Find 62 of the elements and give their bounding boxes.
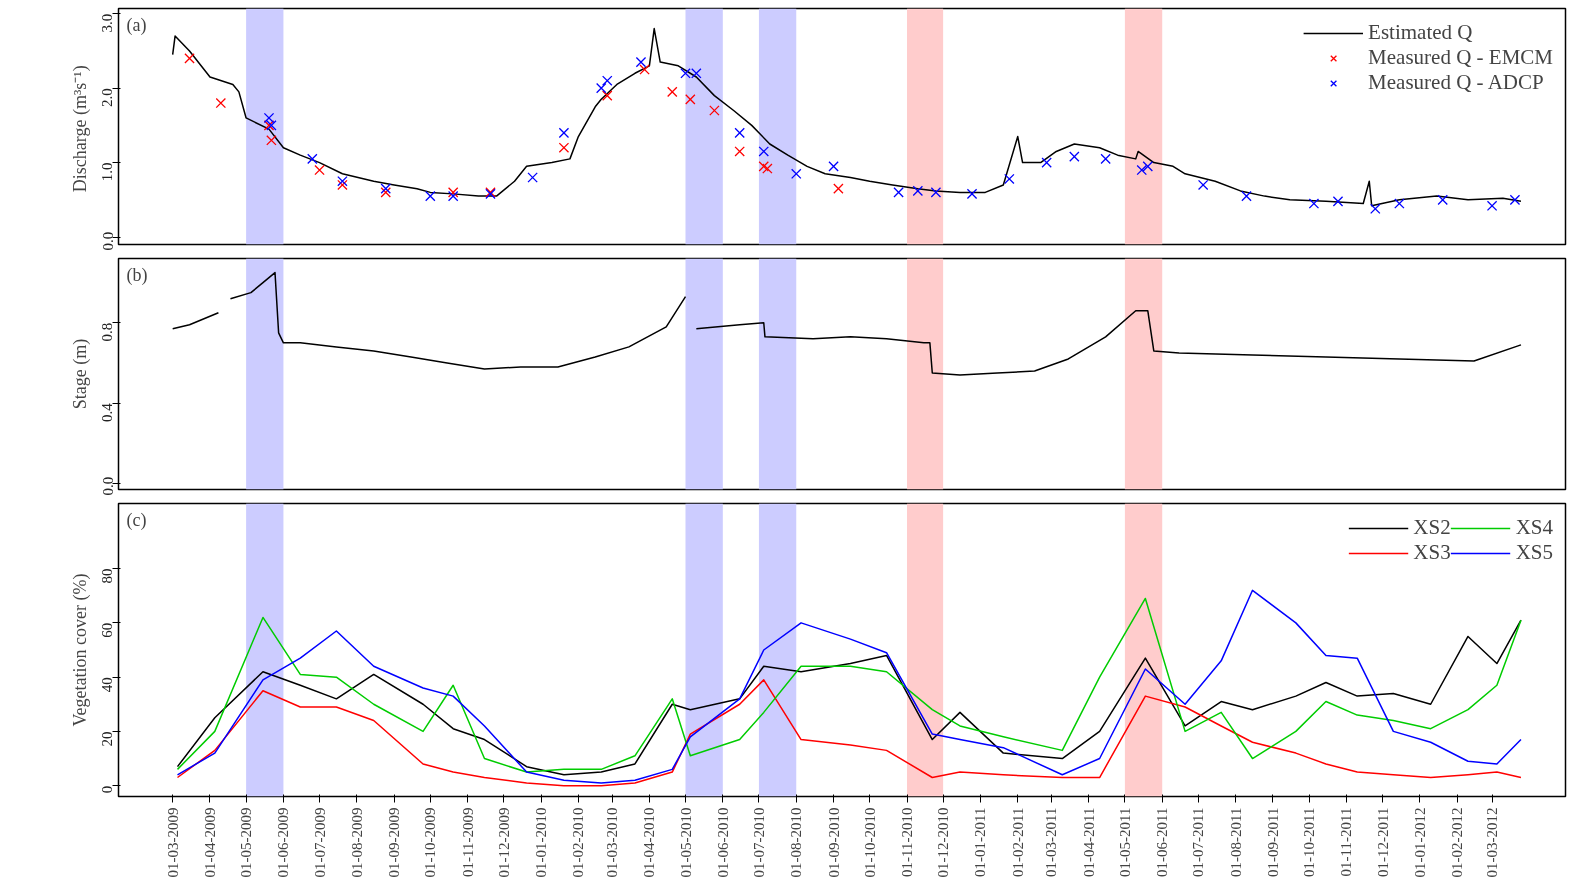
x-tick-label: 01-05-2011	[1116, 807, 1133, 877]
x-tick-label: 01-06-2009	[275, 807, 292, 878]
x-tick-label: 01-06-2011	[1154, 807, 1171, 877]
x-tick-label: 01-05-2009	[238, 807, 255, 878]
y-axis-title: Stage (m)	[69, 338, 91, 410]
x-tick-label: 01-01-2010	[533, 807, 550, 878]
legend-label: Measured Q - ADCP	[1368, 70, 1544, 95]
x-tick-label: 01-02-2011	[1009, 807, 1026, 877]
annotation: (c)	[126, 509, 147, 531]
x-tick-label: 01-10-2010	[861, 807, 878, 878]
x-tick-label: 01-09-2009	[386, 807, 403, 878]
legend-label: Measured Q - EMCM	[1368, 45, 1553, 70]
x-tick-label: 01-09-2010	[825, 807, 842, 878]
y-tick-label: 3.0	[99, 13, 116, 33]
x-tick-label: 01-12-2010	[935, 807, 952, 878]
y-tick-label: 0	[99, 785, 116, 794]
x-tick-label: 01-12-2009	[495, 807, 512, 878]
x-tick-label: 01-03-2009	[164, 807, 181, 878]
x-tick-label: 01-12-2011	[1374, 807, 1391, 877]
y-tick-label: 40	[99, 677, 116, 693]
x-tick-label: 01-06-2010	[714, 807, 731, 878]
x-tick-label: 01-08-2011	[1227, 807, 1244, 877]
x-tick-label: 01-01-2012	[1411, 807, 1428, 878]
annotation: (a)	[126, 14, 147, 36]
y-tick-label: 0.4	[99, 402, 116, 422]
y-tick-label: 0.0	[99, 476, 116, 496]
y-tick-label: 0.8	[99, 322, 116, 342]
x-tick-label: 01-08-2009	[348, 807, 365, 878]
legend-label: XS5	[1515, 540, 1553, 565]
x-tick-label: 01-11-2010	[899, 807, 916, 877]
legend-label: XS4	[1515, 515, 1553, 540]
x-tick-label: 01-03-2010	[604, 807, 621, 878]
x-tick-label: 01-03-2011	[1043, 807, 1060, 877]
x-tick-label: 01-07-2011	[1190, 807, 1207, 877]
x-tick-label: 01-02-2010	[570, 807, 587, 878]
x-tick-label: 01-10-2011	[1301, 807, 1318, 877]
y-tick-label: 0.0	[99, 231, 116, 251]
x-tick-label: 01-03-2012	[1484, 807, 1501, 878]
x-tick-label: 01-11-2011	[1338, 807, 1355, 877]
x-tick-label: 01-01-2011	[972, 807, 989, 877]
y-axis-title: Vegetation cover (%)	[69, 573, 91, 727]
y-axis-title: Discharge (m³s⁻¹)	[69, 65, 91, 193]
x-tick-label: 01-07-2010	[750, 807, 767, 878]
y-tick-label: 80	[99, 568, 116, 584]
y-tick-label: 20	[99, 731, 116, 747]
legend-label: XS3	[1413, 540, 1451, 565]
x-tick-label: 01-04-2010	[641, 807, 658, 878]
legend-label: Estimated Q	[1368, 20, 1473, 45]
x-tick-label: 01-04-2011	[1080, 807, 1097, 877]
annotation: (b)	[126, 264, 148, 286]
x-tick-label: 01-07-2009	[311, 807, 328, 878]
y-tick-label: 2.0	[99, 88, 116, 107]
x-tick-label: 01-10-2009	[422, 807, 439, 878]
x-tick-label: 01-02-2012	[1449, 807, 1466, 878]
x-tick-label: 01-09-2011	[1264, 807, 1281, 877]
x-tick-label: 01-08-2010	[788, 807, 805, 878]
x-tick-label: 01-05-2010	[677, 807, 694, 878]
x-tick-label: 01-04-2009	[201, 807, 218, 878]
x-tick-label: 01-11-2009	[459, 807, 476, 877]
y-tick-label: 1.0	[99, 162, 116, 182]
legend-label: XS2	[1413, 515, 1451, 540]
y-tick-label: 60	[99, 622, 116, 638]
